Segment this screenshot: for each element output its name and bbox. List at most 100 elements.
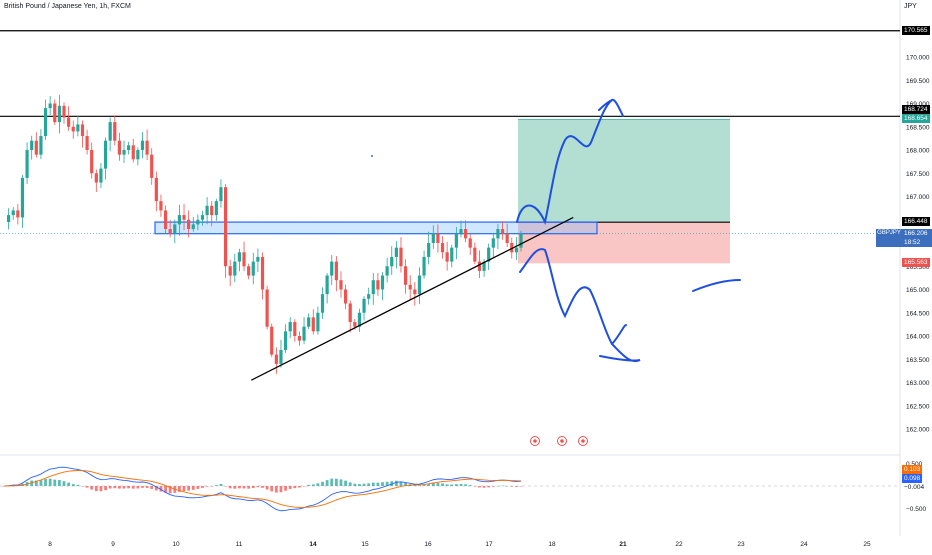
candle-body — [440, 243, 445, 253]
candle-body — [348, 303, 352, 323]
loss-zone — [518, 222, 730, 264]
candle-body — [468, 238, 472, 248]
macd-histogram-bar — [288, 486, 292, 489]
macd-histogram-bar — [67, 482, 71, 486]
candle-body — [85, 136, 89, 150]
candle-body — [57, 105, 61, 123]
candle-body — [251, 261, 255, 276]
candle-body — [274, 354, 278, 364]
candle-body — [108, 122, 112, 141]
macd-histogram-bar — [381, 482, 384, 486]
macd-histogram-bar — [104, 486, 107, 491]
macd-histogram-bar — [339, 479, 343, 486]
macd-histogram-bar — [164, 486, 167, 493]
macd-histogram-bar — [302, 486, 306, 487]
x-tick-label: 17 — [485, 541, 493, 548]
macd-histogram-bar — [376, 482, 380, 486]
macd-histogram-bar — [436, 482, 440, 486]
candle-body — [182, 215, 186, 220]
candle-body — [371, 280, 375, 295]
macd-histogram-bar — [168, 486, 172, 494]
macd-histogram-bar — [201, 486, 204, 488]
x-tick-label: 9 — [111, 541, 115, 548]
stop-price-tag: 165.563 — [902, 258, 930, 267]
macd-histogram-bar — [487, 486, 491, 488]
candle-body — [500, 229, 505, 234]
candle-body — [214, 201, 218, 216]
macd-histogram-bar — [122, 486, 126, 489]
candle-body — [491, 238, 495, 248]
candle-body — [205, 205, 209, 216]
candle-body — [140, 140, 145, 150]
signal-line — [3, 470, 522, 508]
candle-body — [330, 261, 334, 276]
macd-histogram-bar — [454, 484, 458, 486]
macd-value-c: −0.004 — [904, 484, 925, 491]
bullish-scenario-drawing — [516, 98, 624, 226]
macd-histogram-bar — [473, 486, 477, 487]
x-tick-label: 10 — [172, 541, 180, 548]
candle-body — [159, 201, 163, 211]
macd-histogram-bar — [90, 486, 94, 490]
last-price: 166.206 — [904, 230, 928, 237]
x-tick-label: 15 — [361, 541, 369, 548]
macd-histogram-bar — [307, 484, 311, 486]
macd-histogram-bar — [238, 486, 241, 489]
macd-histogram-bar — [501, 485, 504, 487]
candle-body — [482, 261, 486, 271]
level-top-price-tag: 170.565 — [902, 26, 930, 35]
candle-body — [477, 261, 482, 271]
macd-histogram-bar — [344, 480, 347, 486]
candle-body — [464, 229, 468, 239]
candle-body — [279, 349, 283, 364]
macd-line — [3, 466, 522, 512]
macd-histogram-bar — [71, 484, 75, 486]
macd-histogram-bar — [491, 486, 495, 487]
candle-body — [20, 177, 25, 218]
candle-body — [454, 233, 458, 248]
level-high-price-tag: 168.724 — [902, 105, 930, 114]
macd-value-b: 0.098 — [902, 474, 923, 483]
candle-body — [297, 336, 302, 341]
candle-body — [43, 108, 48, 137]
macd-histogram-bar — [348, 482, 352, 486]
macd-histogram-bar — [464, 484, 468, 486]
macd-histogram-bar — [334, 478, 338, 486]
macd-histogram-bar — [298, 486, 301, 488]
macd-histogram-bar — [311, 484, 315, 486]
macd-histogram-bar — [76, 484, 80, 486]
trendline — [251, 216, 574, 381]
drawing-dot — [371, 155, 373, 157]
macd-histogram-bar — [191, 486, 195, 490]
macd-histogram-bar — [482, 486, 486, 488]
candle-body — [380, 275, 385, 290]
y-tick-label: 169.500 — [906, 78, 930, 85]
candle-body — [353, 322, 357, 327]
candle-body — [288, 322, 292, 332]
macd-histogram-bar — [182, 486, 186, 492]
macd-histogram-bar — [57, 480, 61, 486]
x-tick-label: 14 — [309, 541, 317, 548]
macd-histogram-bar — [205, 486, 209, 487]
macd-y-tick-label: 0.500 — [906, 461, 923, 468]
macd-histogram-bar — [196, 486, 200, 489]
macd-histogram-bar — [316, 483, 320, 486]
macd-histogram-bar — [94, 486, 98, 492]
candle-body — [417, 275, 422, 295]
y-tick-label: 165.500 — [906, 264, 930, 271]
candle-body — [154, 177, 158, 202]
macd-histogram-bar — [210, 486, 214, 487]
macd-y-tick-label: −0.500 — [906, 506, 926, 513]
resistance-zone — [154, 221, 598, 235]
macd-histogram-bar — [251, 486, 255, 488]
macd-histogram-bar — [154, 486, 158, 491]
macd-histogram-bar — [422, 484, 426, 486]
candle-body — [136, 150, 140, 160]
candle-body — [357, 312, 362, 327]
candle-body — [11, 210, 15, 216]
macd-histogram-bar — [62, 481, 66, 486]
macd-histogram-bar — [228, 486, 232, 489]
event-marker-dot — [533, 439, 537, 443]
symbol-label: GBPJPY — [877, 230, 901, 236]
